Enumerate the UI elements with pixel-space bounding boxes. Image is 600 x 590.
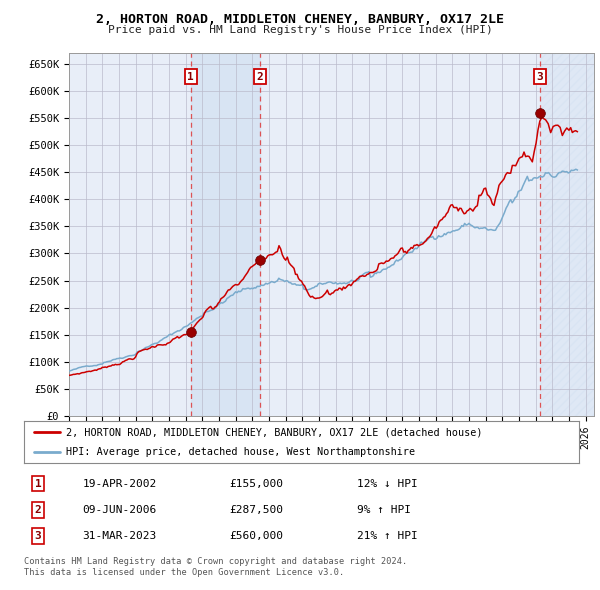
Text: HPI: Average price, detached house, West Northamptonshire: HPI: Average price, detached house, West… [65, 447, 415, 457]
Text: £287,500: £287,500 [229, 505, 283, 514]
Text: 31-MAR-2023: 31-MAR-2023 [82, 531, 157, 541]
Text: 21% ↑ HPI: 21% ↑ HPI [357, 531, 418, 541]
Text: 19-APR-2002: 19-APR-2002 [82, 478, 157, 489]
Text: 1: 1 [35, 478, 41, 489]
Text: £155,000: £155,000 [229, 478, 283, 489]
Text: 12% ↓ HPI: 12% ↓ HPI [357, 478, 418, 489]
Text: 2: 2 [35, 505, 41, 514]
Text: Price paid vs. HM Land Registry's House Price Index (HPI): Price paid vs. HM Land Registry's House … [107, 25, 493, 35]
Text: 09-JUN-2006: 09-JUN-2006 [82, 505, 157, 514]
Bar [540, 53, 594, 416]
Text: 2, HORTON ROAD, MIDDLETON CHENEY, BANBURY, OX17 2LE (detached house): 2, HORTON ROAD, MIDDLETON CHENEY, BANBUR… [65, 427, 482, 437]
Text: 1: 1 [187, 72, 194, 81]
Text: 3: 3 [35, 531, 41, 541]
Text: Contains HM Land Registry data © Crown copyright and database right 2024.: Contains HM Land Registry data © Crown c… [24, 557, 407, 566]
Text: 3: 3 [536, 72, 543, 81]
Text: This data is licensed under the Open Government Licence v3.0.: This data is licensed under the Open Gov… [24, 568, 344, 576]
Bar [191, 53, 260, 416]
Text: £560,000: £560,000 [229, 531, 283, 541]
Text: 2: 2 [256, 72, 263, 81]
Text: 9% ↑ HPI: 9% ↑ HPI [357, 505, 411, 514]
Text: 2, HORTON ROAD, MIDDLETON CHENEY, BANBURY, OX17 2LE: 2, HORTON ROAD, MIDDLETON CHENEY, BANBUR… [96, 13, 504, 26]
